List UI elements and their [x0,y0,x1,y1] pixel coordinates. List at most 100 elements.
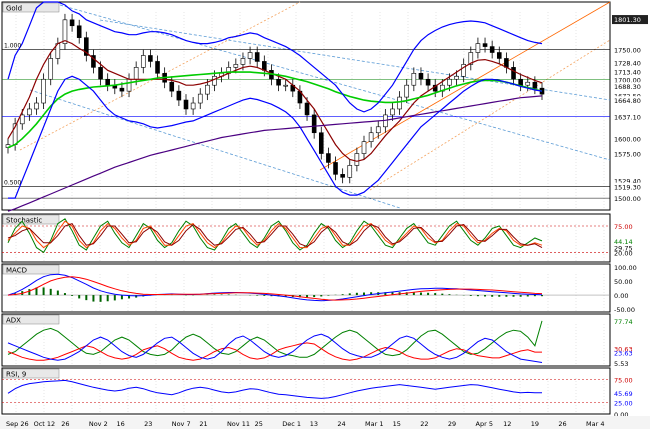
price-tag-label: 1700.00 [614,76,641,84]
price-tag-bg [612,15,648,25]
candle-body [347,165,353,178]
price-tag-label: 1637.10 [614,114,641,122]
candle-body [240,58,246,65]
rsi-axis-label: 0.00 [614,411,628,419]
panel-title-price: Gold [6,5,22,13]
price-tag-bg [612,182,648,192]
price-series-line-2 [7,95,543,212]
panel-header-box-adx [2,314,60,325]
price-tag-label: 1728.40 [614,59,641,67]
price-tag-bg [612,91,648,101]
price-tag-bg [612,82,648,92]
candle-body [190,102,196,110]
fib-level-label: 1.000 [4,43,21,50]
price-tag-label: 1600.00 [614,136,641,144]
panel-header-box-price [2,2,60,13]
adx-axis-label: 30.63 [614,345,633,353]
candle-body [404,84,410,98]
price-tag-bg [612,67,648,77]
candle-body [397,96,402,110]
candle-body [212,75,217,86]
candle-body [34,102,39,110]
trend-channel-line [369,39,611,191]
price-tag-bg [612,134,648,144]
price-tag-label: 1529.40 [614,178,641,186]
price-tag-label: 1688.30 [614,83,641,91]
macd-axis-label: 50.00 [614,278,633,286]
candle-body [41,78,46,104]
panel-header-box-stochastic [2,214,60,225]
price-tag-bg [612,96,648,106]
adx-line-0 [7,320,543,358]
price-tag-bg [612,194,648,204]
price-tag-label: 1713.40 [614,68,641,76]
candle-body [496,52,502,59]
x-tick-label: 25 [255,420,263,428]
candle-body [69,19,75,27]
candle-body [418,73,424,80]
x-tick-label: Nov 2 [89,420,108,428]
panel-title-macd: MACD [6,267,27,275]
trend-channel-line [19,1,301,151]
candle-body [525,81,531,86]
candle-body [91,55,96,68]
x-tick-label: Apr 5 [476,420,493,428]
price-tag-bg [612,75,648,85]
x-tick-label: 13 [310,420,318,428]
macd-axis-label: 100.00 [614,264,637,272]
panel-header-box-rsi [2,368,60,379]
x-tick-label: Oct 12 [34,420,56,428]
candle-body [354,153,360,166]
price-tag-label: 1750.00 [614,47,641,55]
candle-body [119,87,125,92]
trend-channel-line [59,4,611,161]
price-tag-bg [612,45,648,55]
price-tag-label: 1575.00 [614,151,641,159]
x-tick-label: Dec 1 [282,420,301,428]
candle-body [205,84,210,95]
price-tag-bg [612,149,648,159]
price-series-line-3 [7,1,543,113]
price-series-line-1 [7,71,543,149]
rsi-axis-label: 25.00 [614,400,633,408]
panel-frame-macd [1,263,611,313]
x-tick-label: 22 [420,420,428,428]
candle-body [62,19,68,44]
candle-body [155,61,160,74]
panel-header-box-macd [2,264,60,275]
x-tick-label: 29 [448,420,456,428]
candle-body [126,78,132,92]
x-tick-label: 23 [144,420,152,428]
candle-body [247,52,253,59]
candle-body [27,108,32,116]
x-tick-label: 24 [337,420,345,428]
candle-body [375,126,381,134]
panel-title-stochastic: Stochastic [6,217,42,225]
candle-body [482,43,488,47]
candle-body [183,99,189,110]
x-tick-label: Mar 4 [586,420,604,428]
x-tick-label: 15 [393,420,401,428]
candle-body [276,78,281,86]
candle-body [254,52,260,62]
stoch-axis-label: 20.00 [614,249,633,257]
price-tag-bg [612,58,648,68]
candle-body [425,78,431,86]
price-tag-label: 1801.30 [614,16,641,24]
candle-body [140,55,146,68]
stoch-axis-label: 75.00 [614,223,633,231]
price-tag-bg [612,176,648,186]
candle-body [148,55,153,62]
candle-body [197,93,203,104]
stoch-axis-label: 29.75 [614,245,633,253]
candle-body [48,58,54,80]
x-tick-label: Sep 26 [6,420,29,428]
candle-body [176,90,182,101]
rsi-axis-label: 75.00 [614,377,633,385]
fib-level-label: 0.500 [4,180,21,187]
panel-title-rsi: RSI, 9 [6,371,26,379]
candle-body [361,141,367,154]
macd-axis-label: -50.00 [614,306,635,314]
candle-body [326,153,331,163]
